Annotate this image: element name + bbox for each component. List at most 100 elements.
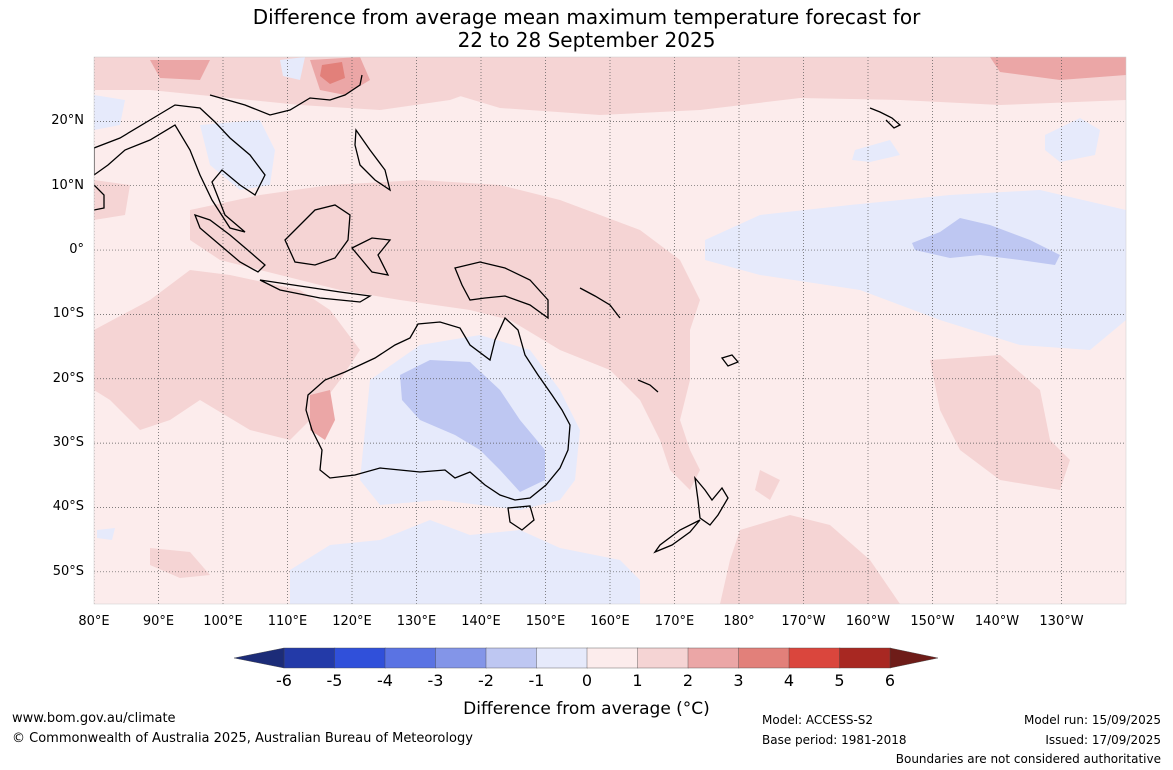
anomaly-region-warm <box>94 180 130 220</box>
colorbar-segment <box>334 647 386 669</box>
coastline-tasmania <box>507 505 535 531</box>
longitude-label: 110°E <box>267 614 308 629</box>
colorbar-tick-label: -2 <box>478 671 494 690</box>
coastline-sulawesi <box>350 237 392 276</box>
anomaly-region-cool <box>290 520 640 604</box>
colorbar-segment <box>586 647 639 669</box>
issued-date: Issued: 17/09/2025 <box>1045 733 1161 747</box>
plot-frame <box>93 56 1127 605</box>
map-title-line1: Difference from average mean maximum tem… <box>252 5 921 29</box>
latitude-label: 20°N <box>51 113 84 129</box>
anomaly-region-cool <box>852 140 900 162</box>
longitude-label: 150°E <box>525 614 566 629</box>
colorbar-over-arrow <box>889 647 939 669</box>
longitude-label: 120°E <box>332 614 372 629</box>
longitude-label: 150°W <box>910 614 955 629</box>
colorbar-under-arrow <box>233 647 285 669</box>
longitude-label: 160°E <box>590 614 630 629</box>
anomaly-region-cold <box>912 218 1060 265</box>
colorbar-tick-label: -3 <box>427 671 444 690</box>
longitude-label: 140°W <box>974 614 1020 629</box>
colorbar-segment <box>435 647 487 669</box>
website-url: www.bom.gov.au/climate <box>12 711 176 726</box>
anomaly-region-warm <box>930 355 1070 490</box>
longitude-label: 170°E <box>654 614 695 629</box>
graticule <box>94 57 1126 604</box>
coastline-new-caledonia <box>637 379 659 393</box>
longitude-label: 170°W <box>781 614 826 629</box>
coastline-new-zealand-north <box>694 475 729 526</box>
colorbar-tick-label: -5 <box>326 671 343 690</box>
colorbar-tick-label: 3 <box>733 671 744 690</box>
coastlines <box>94 74 902 554</box>
longitude-label: 100°E <box>203 614 243 629</box>
model-run-date: Model run: 15/09/2025 <box>1023 713 1161 727</box>
boundary-disclaimer: Boundaries are not considered authoritat… <box>895 752 1161 766</box>
colorbar-tick-label: -4 <box>377 671 393 690</box>
colorbar-segment <box>839 647 891 669</box>
coastline-australia <box>305 316 571 501</box>
coastline-sri-lanka <box>94 184 105 211</box>
colorbar-segment <box>637 647 689 669</box>
longitude-label: 80°E <box>78 614 110 629</box>
anomaly-region-warm <box>150 548 210 578</box>
latitude-label: 30°S <box>52 435 84 451</box>
coastline-philippines <box>354 128 392 192</box>
colorbar <box>233 647 939 669</box>
colorbar-tick-label: 1 <box>632 671 643 690</box>
coastline-hawaii <box>869 107 902 129</box>
anomaly-region-hot <box>150 60 210 80</box>
anomaly-region-cool <box>280 57 305 80</box>
latitude-label: 10°N <box>51 177 84 193</box>
longitude-label: 140°E <box>461 614 501 629</box>
colorbar-tick-label: -1 <box>528 671 545 690</box>
colorbar-segment <box>687 647 740 669</box>
anomaly-region-very-hot <box>320 62 345 84</box>
forecast-map <box>93 56 1127 669</box>
colorbar-tick-label: 0 <box>581 671 593 690</box>
anomaly-region-warm <box>755 470 780 500</box>
anomaly-region-hot <box>310 390 335 440</box>
longitude-label: 180° <box>723 614 755 629</box>
model-name: Model: ACCESS-S2 <box>762 713 874 727</box>
colorbar-tick-label: 6 <box>884 671 896 690</box>
anomaly-region-warm <box>94 270 360 440</box>
colorbar-segment <box>536 647 588 669</box>
anomaly-region-warm <box>190 180 700 490</box>
anomaly-region-warm <box>720 515 900 604</box>
longitude-label: 130°E <box>396 614 437 629</box>
colorbar-tick-label: 4 <box>783 671 795 690</box>
anomaly-shading <box>94 57 1126 604</box>
latitude-label: 50°S <box>52 563 84 579</box>
latitude-label: 20°S <box>52 370 84 386</box>
copyright-notice: © Commonwealth of Australia 2025, Austra… <box>12 731 473 746</box>
longitude-label: 130°W <box>1039 614 1084 629</box>
longitude-label: 90°E <box>142 614 175 629</box>
coastline-new-guinea <box>454 261 549 320</box>
coastline-borneo <box>284 204 351 266</box>
colorbar-tick-label: -6 <box>276 671 292 690</box>
colorbar-tick-label: 2 <box>682 671 694 690</box>
colorbar-segment <box>283 647 336 669</box>
coastline-new-zealand-south <box>653 519 701 554</box>
latitude-label: 10°S <box>52 306 84 322</box>
coastline-fiji <box>720 354 740 367</box>
coastline-sumatra <box>193 213 266 273</box>
anomaly-region-cool <box>94 95 125 130</box>
anomaly-region-warm <box>440 57 1126 115</box>
anomaly-region-cool <box>200 120 275 190</box>
anomaly-region-cool <box>97 528 115 540</box>
coastline-java <box>259 279 372 303</box>
colorbar-segment <box>384 647 437 669</box>
base-period: Base period: 1981-2018 <box>762 733 907 747</box>
coastline-solomon-islands <box>579 287 621 319</box>
anomaly-region-cold <box>400 360 545 492</box>
anomaly-region-cool <box>1045 118 1100 162</box>
coastline-china <box>209 74 363 116</box>
anomaly-region-cool <box>705 190 1126 350</box>
colorbar-segment <box>738 647 790 669</box>
anomaly-region-hot <box>990 57 1126 80</box>
colorbar-segment <box>788 647 841 669</box>
coastline-mainland-asia <box>94 104 266 233</box>
longitude-label: 160°W <box>845 614 891 629</box>
